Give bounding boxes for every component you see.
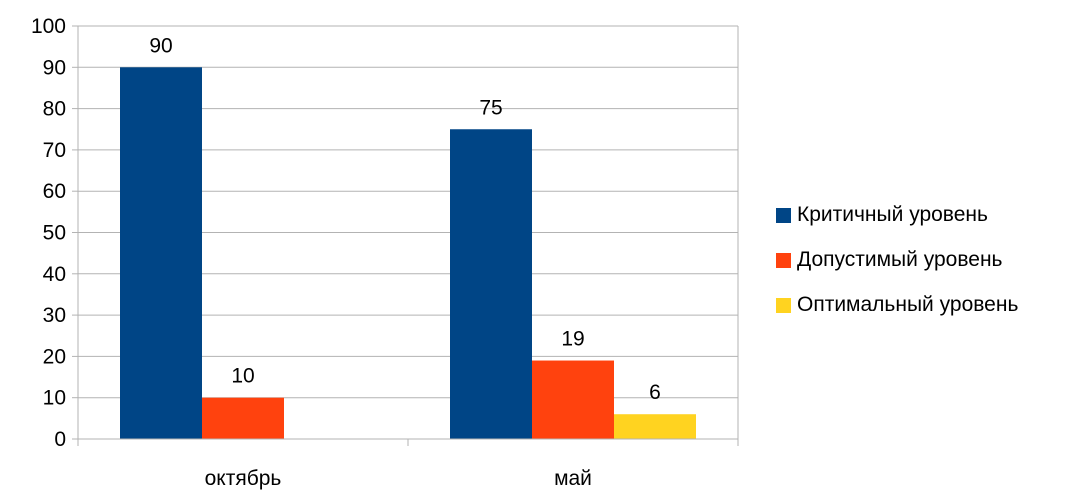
bars [120, 67, 696, 440]
bar [614, 414, 696, 439]
legend-item-acceptable: Допустимый уровень [776, 246, 1076, 274]
y-tick-label: 40 [43, 263, 66, 286]
legend-label-optimal: Оптимальный уровень [797, 293, 1019, 316]
y-tick-label: 60 [43, 180, 66, 203]
data-label: 10 [231, 365, 254, 388]
y-tick-label: 20 [43, 345, 66, 368]
legend: Критичный уровень Допустимый уровень Опт… [776, 201, 1076, 336]
data-label: 75 [479, 96, 502, 119]
x-category-label: май [554, 467, 592, 490]
legend-label-acceptable: Допустимый уровень [797, 248, 1003, 271]
y-tick-label: 90 [43, 56, 66, 79]
y-tick-label: 10 [43, 387, 66, 410]
data-label: 90 [149, 34, 172, 57]
data-labels: 90 75 10 19 6 [149, 34, 661, 404]
data-label: 19 [561, 328, 584, 351]
legend-item-optimal: Оптимальный уровень [776, 291, 1076, 319]
bar [120, 67, 202, 440]
y-tick-label: 100 [31, 15, 66, 38]
data-label: 6 [649, 381, 661, 404]
legend-swatch-optimal [776, 297, 791, 313]
bar [532, 360, 614, 439]
x-category-label: октябрь [205, 467, 282, 490]
y-tick-label: 80 [43, 98, 66, 121]
bar [202, 397, 284, 439]
legend-swatch-acceptable [776, 252, 791, 268]
legend-swatch-critical [776, 207, 791, 223]
bar [450, 129, 532, 439]
legend-label-critical: Критичный уровень [797, 203, 988, 226]
legend-item-critical: Критичный уровень [776, 201, 1076, 229]
axes: 0 10 20 30 40 50 60 70 80 90 100 октябрь май [31, 15, 739, 490]
y-tick-label: 0 [54, 428, 66, 451]
y-tick-label: 30 [43, 304, 66, 327]
y-tick-label: 70 [43, 139, 66, 162]
y-tick-label: 50 [43, 222, 66, 245]
